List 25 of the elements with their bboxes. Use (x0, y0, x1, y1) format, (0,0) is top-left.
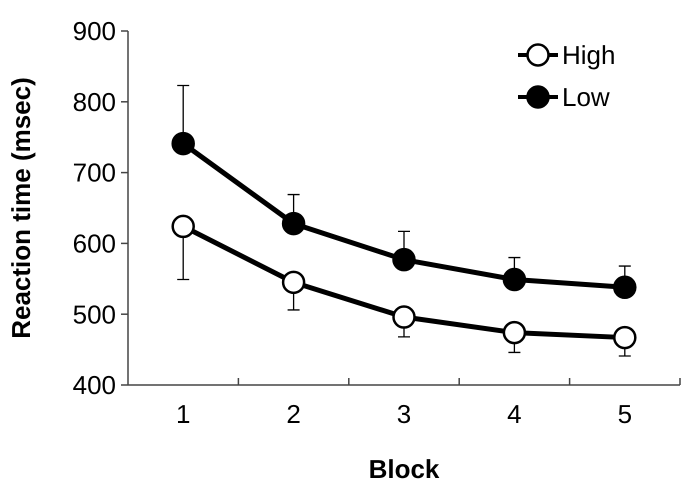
point (392, 248, 416, 272)
point (502, 320, 526, 344)
y-axis-title: Reaction time (msec) (6, 77, 36, 339)
point (282, 270, 306, 294)
y-tick-label: 500 (72, 299, 116, 330)
point (502, 268, 526, 292)
y-tick-label: 600 (72, 228, 116, 258)
point (282, 212, 306, 236)
x-tick-label: 1 (176, 399, 190, 429)
x-tick-label: 4 (507, 399, 522, 429)
x-tick-label: 5 (618, 399, 632, 429)
x-tick-label: 2 (286, 399, 301, 429)
x-tick-label: 3 (396, 399, 412, 429)
y-tick-label: 400 (72, 370, 116, 400)
point (613, 276, 637, 300)
point (392, 305, 416, 329)
y-tick-label: 700 (72, 158, 116, 188)
legend-label: High (562, 40, 616, 70)
legend-label: Low (562, 82, 610, 112)
point (171, 132, 195, 156)
point (171, 214, 195, 238)
y-tick-label: 800 (72, 86, 116, 117)
point (613, 326, 637, 350)
x-axis-title: Block (368, 454, 440, 484)
y-tick-label: 900 (72, 16, 116, 46)
